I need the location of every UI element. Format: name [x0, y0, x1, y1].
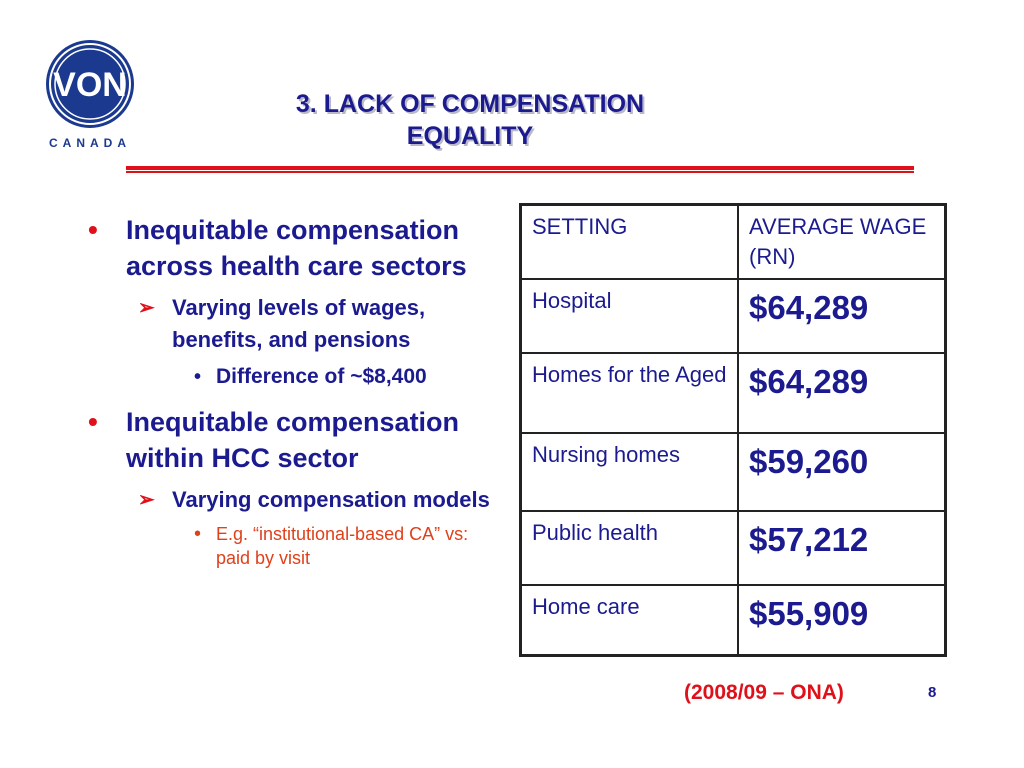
table-row: Nursing homes $59,260 [519, 432, 947, 512]
table-header-row: SETTING AVERAGE WAGE (RN) [519, 203, 947, 280]
bullet-dot-icon: • [194, 366, 202, 388]
logo-graphic: VON CANADA [46, 40, 134, 150]
table-header-cell: AVERAGE WAGE (RN) [737, 203, 947, 280]
divider-line-thin [126, 171, 914, 173]
bullet-list: • Inequitable compensation across health… [82, 212, 492, 582]
wage-cell: $59,260 [737, 432, 947, 512]
title-line-2: EQUALITY [406, 122, 534, 150]
table-row: Home care $55,909 [519, 584, 947, 656]
von-canada-logo: VON CANADA [40, 38, 140, 153]
wage-table: SETTING AVERAGE WAGE (RN) Hospital $64,2… [519, 203, 947, 657]
wage-cell: $57,212 [737, 510, 947, 586]
bullet-level2: ➢ Varying compensation models [82, 484, 492, 516]
table-header-cell: SETTING [519, 203, 739, 280]
logo-mark-text: VON [53, 66, 127, 104]
arrow-bullet-icon: ➢ [138, 297, 155, 319]
bullet-text: Inequitable compensation within HCC sect… [126, 407, 460, 473]
bullet-level3: • E.g. “institutional-based CA” vs: paid… [82, 522, 492, 570]
bullet-text: E.g. “institutional-based CA” vs: paid b… [216, 524, 469, 568]
bullet-text: Varying levels of wages, benefits, and p… [172, 295, 426, 352]
bullet-dot-icon: • [194, 523, 202, 545]
divider-line-thick [126, 166, 914, 170]
title-line-1: 3. LACK OF COMPENSATION [295, 90, 645, 118]
bullet-dot-icon: • [88, 406, 98, 437]
table-row: Public health $57,212 [519, 510, 947, 586]
logo-sub-text: CANADA [49, 136, 131, 150]
setting-cell: Homes for the Aged [519, 352, 739, 434]
wage-cell: $64,289 [737, 278, 947, 354]
setting-cell: Nursing homes [519, 432, 739, 512]
bullet-level1: • Inequitable compensation across health… [82, 212, 492, 284]
bullet-level1: • Inequitable compensation within HCC se… [82, 404, 492, 476]
table-row: Homes for the Aged $64,289 [519, 352, 947, 434]
source-citation: (2008/09 – ONA) [684, 681, 844, 704]
setting-cell: Hospital [519, 278, 739, 354]
bullet-text: Varying compensation models [172, 487, 490, 512]
page-title: 3. LACK OF COMPENSATION EQUALITY [230, 88, 710, 152]
page-number: 8 [928, 684, 937, 701]
arrow-bullet-icon: ➢ [138, 489, 155, 511]
wage-cell: $64,289 [737, 352, 947, 434]
wage-cell: $55,909 [737, 584, 947, 656]
bullet-level2: ➢ Varying levels of wages, benefits, and… [82, 292, 492, 356]
setting-cell: Public health [519, 510, 739, 586]
table-row: Hospital $64,289 [519, 278, 947, 354]
bullet-level3: • Difference of ~$8,400 [82, 362, 492, 392]
setting-cell: Home care [519, 584, 739, 656]
bullet-text: Inequitable compensation across health c… [126, 215, 467, 281]
bullet-dot-icon: • [88, 214, 98, 245]
title-divider [126, 166, 914, 173]
bullet-text: Difference of ~$8,400 [216, 365, 427, 388]
